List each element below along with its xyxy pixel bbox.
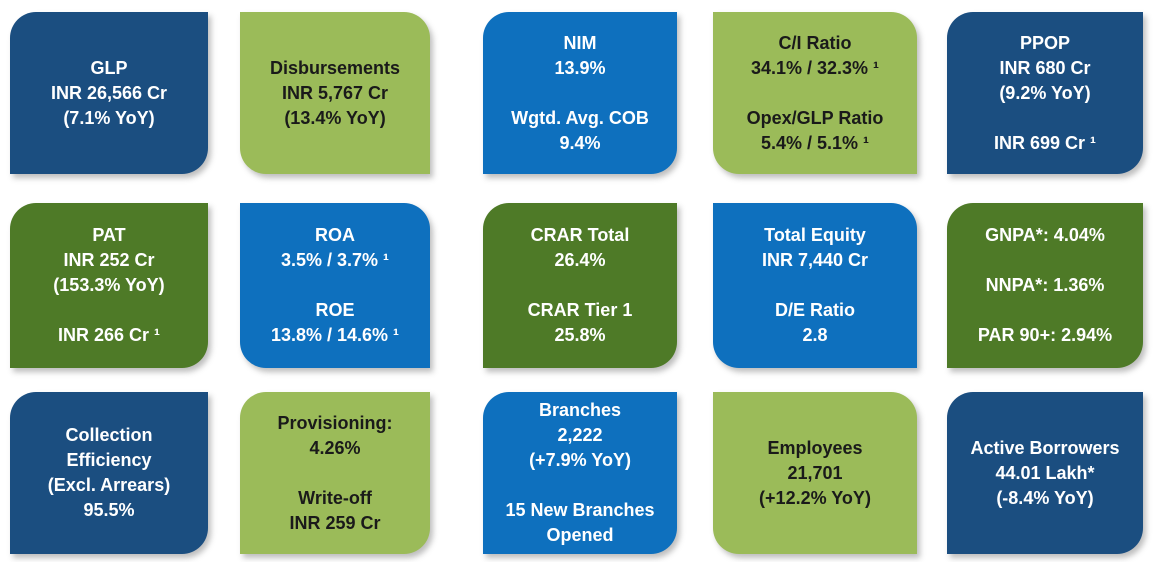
card-value: (7.1% YoY) xyxy=(63,107,155,128)
card-value: INR 266 Cr ¹ xyxy=(57,325,161,345)
employees-card: Employees 21,701 (+12.2% YoY) xyxy=(713,392,917,554)
crar-card: CRAR Total 26.4% CRAR Tier 1 25.8% xyxy=(483,203,677,368)
card-value: 2,222 xyxy=(557,425,603,445)
card-value: (+7.9% YoY) xyxy=(529,450,631,470)
disbursements-card: Disbursements INR 5,767 Cr (13.4% YoY) xyxy=(240,12,430,174)
pat-card: PAT INR 252 Cr (153.3% YoY) INR 266 Cr ¹ xyxy=(10,203,208,368)
card-value: Write-off xyxy=(298,487,372,508)
card-value: (Excl. Arrears) xyxy=(47,475,171,495)
card-value: 21,701 xyxy=(787,462,843,483)
collection-efficiency-card: Collection Efficiency (Excl. Arrears) 95.5% xyxy=(10,392,208,554)
card-value: 34.1% / 32.3% ¹ xyxy=(750,57,880,78)
nim-cob-card: NIM 13.9% Wgtd. Avg. COB 9.4% xyxy=(483,12,677,174)
card-value: 44.01 Lakh* xyxy=(995,462,1095,483)
card-value: (9.2% YoY) xyxy=(999,82,1091,103)
card-value: CRAR Tier 1 xyxy=(527,300,633,320)
card-title: PPOP xyxy=(1019,32,1071,53)
card-title: Disbursements xyxy=(269,57,401,78)
card-value: 95.5% xyxy=(83,500,135,520)
card-value: Opex/GLP Ratio xyxy=(746,107,884,128)
card-value: INR 680 Cr xyxy=(999,57,1091,78)
card-value: (13.4% YoY) xyxy=(284,107,386,128)
card-value: INR 5,767 Cr xyxy=(281,82,389,103)
card-value: D/E Ratio xyxy=(774,300,855,320)
card-line-spacer xyxy=(242,461,428,486)
card-value: NNPA*: 1.36% xyxy=(985,275,1105,295)
card-title: Total Equity xyxy=(764,225,866,245)
card-line-spacer xyxy=(715,273,915,298)
card-line-spacer xyxy=(949,106,1141,131)
card-value: 3.5% / 3.7% ¹ xyxy=(280,250,390,270)
card-value: 25.8% xyxy=(554,325,606,345)
card-value: 13.9% xyxy=(554,57,606,78)
card-title: PAT xyxy=(92,225,126,245)
card-line-spacer xyxy=(949,248,1141,273)
branches-card: Branches 2,222 (+7.9% YoY) 15 New Branches O… xyxy=(483,392,677,554)
card-line-spacer xyxy=(12,298,206,323)
card-line-spacer xyxy=(485,273,675,298)
card-value: 15 New Branches xyxy=(505,500,655,520)
card-line-spacer xyxy=(715,81,915,106)
glp-card: GLP INR 26,566 Cr (7.1% YoY) xyxy=(10,12,208,174)
card-value: INR 26,566 Cr xyxy=(50,82,168,103)
card-value: ROE xyxy=(315,300,355,320)
roa-roe-card: ROA 3.5% / 3.7% ¹ ROE 13.8% / 14.6% ¹ xyxy=(240,203,430,368)
card-title: NIM xyxy=(563,32,597,53)
card-title: Branches xyxy=(538,400,622,420)
card-title: GNPA*: 4.04% xyxy=(985,225,1105,245)
card-value: Efficiency xyxy=(66,450,152,470)
card-title: Provisioning: xyxy=(277,412,393,433)
card-value: 13.8% / 14.6% ¹ xyxy=(270,325,400,345)
card-value: INR 252 Cr xyxy=(63,250,155,270)
card-value: (+12.2% YoY) xyxy=(759,487,871,508)
asset-quality-card: GNPA*: 4.04% NNPA*: 1.36% PAR 90+: 2.94% xyxy=(947,203,1143,368)
ci-ratio-opex-card: C/I Ratio 34.1% / 32.3% ¹ Opex/GLP Ratio 5.… xyxy=(713,12,917,174)
active-borrowers-card: Active Borrowers 44.01 Lakh* (-8.4% YoY) xyxy=(947,392,1143,554)
card-title: Collection xyxy=(65,425,153,445)
ppop-card: PPOP INR 680 Cr (9.2% YoY) INR 699 Cr ¹ xyxy=(947,12,1143,174)
card-title: Employees xyxy=(767,437,863,458)
card-value: INR 699 Cr ¹ xyxy=(993,132,1097,153)
card-title: GLP xyxy=(90,57,128,78)
card-line-spacer xyxy=(242,273,428,298)
card-value: PAR 90+: 2.94% xyxy=(977,325,1113,345)
card-title: Active Borrowers xyxy=(970,437,1120,458)
card-title: CRAR Total xyxy=(530,225,630,245)
card-value: Opened xyxy=(546,525,614,545)
total-equity-de-card: Total Equity INR 7,440 Cr D/E Ratio 2.8 xyxy=(713,203,917,368)
card-line-spacer xyxy=(949,298,1141,323)
card-line-spacer xyxy=(485,81,675,106)
card-line-spacer xyxy=(485,473,675,498)
card-value: INR 259 Cr xyxy=(289,512,381,533)
provisioning-writeoff-card: Provisioning: 4.26% Write-off INR 259 Cr xyxy=(240,392,430,554)
card-value: Wgtd. Avg. COB xyxy=(511,107,649,128)
card-value: 5.4% / 5.1% ¹ xyxy=(760,132,870,153)
card-value: INR 7,440 Cr xyxy=(761,250,869,270)
card-value: 26.4% xyxy=(554,250,606,270)
card-value: 9.4% xyxy=(559,132,601,153)
card-value: 4.26% xyxy=(309,437,361,458)
card-title: ROA xyxy=(315,225,355,245)
card-value: 2.8 xyxy=(802,325,828,345)
card-title: C/I Ratio xyxy=(778,32,852,53)
card-value: (-8.4% YoY) xyxy=(996,487,1094,508)
card-value: (153.3% YoY) xyxy=(53,275,165,295)
